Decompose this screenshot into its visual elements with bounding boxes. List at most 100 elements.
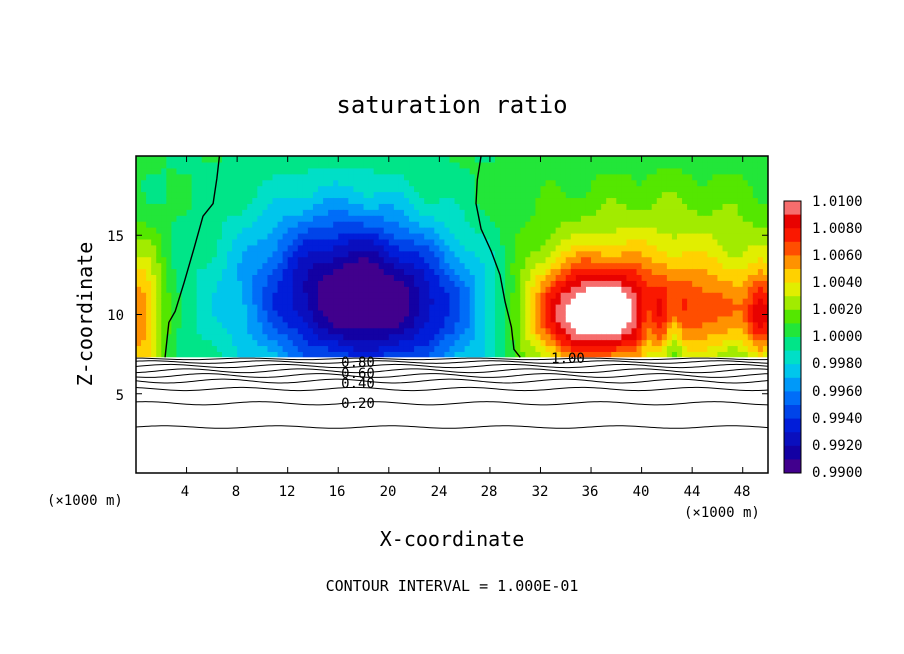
field-cell bbox=[656, 209, 663, 216]
field-cell bbox=[414, 304, 420, 311]
field-cell bbox=[560, 309, 567, 317]
field-cell bbox=[606, 327, 612, 335]
field-cell bbox=[732, 315, 739, 323]
field-cell bbox=[272, 280, 279, 287]
field-cell bbox=[191, 268, 198, 276]
field-cell bbox=[697, 256, 703, 264]
field-cell bbox=[292, 244, 299, 252]
field-cell bbox=[353, 268, 360, 276]
field-cell bbox=[560, 292, 567, 299]
field-cell bbox=[176, 345, 183, 352]
field-cell bbox=[409, 304, 415, 311]
field-cell bbox=[398, 232, 405, 240]
field-cell bbox=[252, 232, 258, 240]
field-cell bbox=[520, 161, 526, 169]
field-cell bbox=[398, 327, 405, 335]
field-cell bbox=[409, 167, 415, 175]
field-cell bbox=[606, 203, 612, 210]
field-cell bbox=[136, 292, 142, 299]
field-cell bbox=[262, 304, 269, 311]
field-cell bbox=[692, 161, 698, 169]
field-cell bbox=[661, 185, 668, 193]
field-cell bbox=[161, 203, 167, 210]
field-cell bbox=[323, 197, 329, 204]
field-cell bbox=[520, 209, 526, 216]
field-cell bbox=[297, 221, 304, 228]
field-cell bbox=[373, 250, 380, 258]
field-cell bbox=[211, 304, 218, 311]
field-cell bbox=[206, 327, 213, 335]
field-cell bbox=[161, 256, 167, 264]
field-cell bbox=[227, 167, 233, 175]
field-cell bbox=[141, 274, 147, 281]
field-cell bbox=[747, 315, 754, 323]
field-cell bbox=[515, 250, 521, 258]
field-cell bbox=[419, 209, 425, 216]
field-cell bbox=[302, 156, 309, 163]
field-cell bbox=[237, 268, 243, 276]
field-cell bbox=[555, 292, 562, 299]
field-cell bbox=[580, 161, 587, 169]
field-cell bbox=[636, 309, 643, 317]
field-cell bbox=[156, 321, 162, 329]
field-cell bbox=[262, 161, 269, 169]
field-cell bbox=[206, 203, 213, 210]
field-cell bbox=[722, 203, 729, 210]
field-cell bbox=[353, 209, 360, 216]
field-cell bbox=[348, 232, 355, 240]
field-cell bbox=[631, 156, 638, 163]
field-cell bbox=[343, 179, 349, 187]
field-cell bbox=[247, 351, 253, 358]
field-cell bbox=[409, 309, 415, 317]
field-cell bbox=[712, 215, 719, 222]
field-cell bbox=[611, 315, 617, 323]
field-cell bbox=[671, 227, 678, 234]
field-cell bbox=[302, 227, 309, 234]
field-cell bbox=[242, 351, 248, 358]
field-cell bbox=[742, 250, 749, 258]
field-cell bbox=[328, 321, 334, 329]
field-cell bbox=[585, 315, 592, 323]
field-cell bbox=[505, 315, 511, 323]
field-cell bbox=[560, 304, 567, 311]
field-cell bbox=[464, 179, 471, 187]
field-cell bbox=[388, 161, 395, 169]
colorbar-swatch bbox=[784, 282, 801, 297]
field-cell bbox=[424, 215, 430, 222]
field-cell bbox=[227, 173, 233, 181]
field-cell bbox=[449, 203, 456, 210]
field-cell bbox=[201, 274, 208, 281]
field-cell bbox=[171, 321, 178, 329]
field-cell bbox=[636, 351, 643, 358]
field-cell bbox=[505, 232, 511, 240]
field-cell bbox=[682, 304, 688, 311]
field-cell bbox=[146, 221, 152, 228]
field-cell bbox=[282, 215, 289, 222]
field-cell bbox=[176, 244, 183, 252]
field-cell bbox=[550, 197, 557, 204]
field-cell bbox=[136, 238, 142, 246]
field-cell bbox=[631, 351, 638, 358]
field-cell bbox=[752, 327, 759, 335]
field-cell bbox=[717, 238, 724, 246]
field-cell bbox=[459, 197, 466, 204]
field-cell bbox=[227, 232, 233, 240]
field-cell bbox=[580, 339, 587, 347]
field-cell bbox=[166, 191, 172, 199]
field-cell bbox=[449, 238, 456, 246]
field-cell bbox=[641, 345, 648, 352]
field-cell bbox=[333, 256, 339, 264]
field-cell bbox=[449, 191, 456, 199]
contour-0.60 bbox=[136, 368, 768, 374]
field-cell bbox=[661, 315, 668, 323]
field-cell bbox=[479, 339, 486, 347]
field-cell bbox=[585, 238, 592, 246]
field-cell bbox=[560, 238, 567, 246]
field-cell bbox=[211, 256, 218, 264]
field-cell bbox=[378, 232, 385, 240]
field-cell bbox=[676, 167, 683, 175]
field-cell bbox=[520, 351, 526, 358]
field-cell bbox=[318, 197, 324, 204]
field-cell bbox=[505, 333, 511, 341]
field-cell bbox=[434, 250, 440, 258]
